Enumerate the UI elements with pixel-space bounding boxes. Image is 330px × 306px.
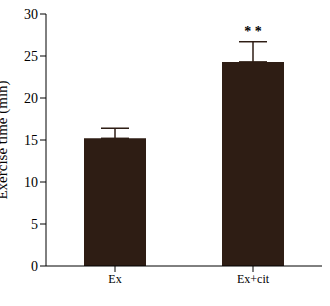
svg-text:30: 30 xyxy=(24,7,38,22)
svg-text:10: 10 xyxy=(24,175,38,190)
svg-text:20: 20 xyxy=(24,91,38,106)
svg-text:0: 0 xyxy=(31,259,38,274)
svg-text:15: 15 xyxy=(24,133,38,148)
svg-text:25: 25 xyxy=(24,49,38,64)
svg-text:Ex: Ex xyxy=(108,272,121,286)
svg-text:Exercise time (min): Exercise time (min) xyxy=(0,80,11,199)
svg-text:Ex+cit: Ex+cit xyxy=(237,272,270,286)
svg-text:5: 5 xyxy=(31,217,38,232)
svg-text:* *: * * xyxy=(244,24,262,39)
